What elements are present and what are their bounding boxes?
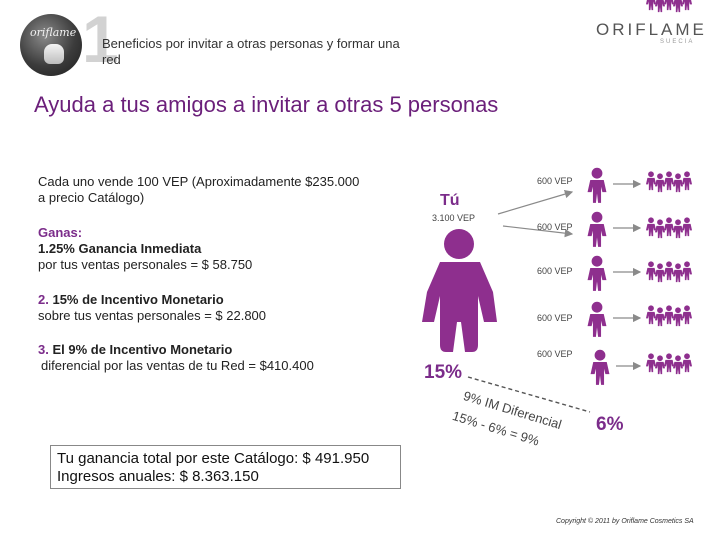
badge-text: oriflame [30, 26, 77, 39]
group-of-five [646, 171, 692, 192]
friend-figure [587, 167, 607, 203]
earnings-item-2: 15% de Incentivo Monetario [52, 292, 224, 307]
earnings-item-2-detail: sobre tus ventas personales = $ 22.800 [38, 308, 267, 323]
headline: Ayuda a tus amigos a invitar a otras 5 p… [34, 92, 499, 117]
intro-text: Cada uno vende 100 VEP (Aproximadamente … [38, 174, 360, 205]
step-number: 1 [82, 2, 119, 76]
you-figure [422, 229, 497, 352]
total-earnings-box: Tu ganancia total por este Catálogo: $ 4… [50, 445, 401, 489]
group-of-five [646, 305, 692, 326]
total-line-1: Tu ganancia total por este Catálogo: $ 4… [57, 450, 370, 467]
earnings-heading: Ganas: [38, 225, 83, 240]
friend-amount-5: 600 VEP [537, 349, 573, 359]
group-of-five [646, 261, 692, 282]
group-of-five [646, 353, 692, 374]
earnings-item-1: 1.25% Ganancia Inmediata [38, 241, 202, 256]
earnings-item-3: El 9% de Incentivo Monetario [52, 342, 233, 357]
earnings-block-2: 2. 15% de Incentivo Monetario sobre tus … [38, 292, 378, 324]
friend-figure [587, 255, 607, 291]
brand-logo: ORIFLAME [596, 20, 707, 39]
total-line-2: Ingresos anuales: $ 8.363.150 [57, 468, 259, 485]
brand-tagline: SUECIA [660, 39, 695, 45]
group-of-five [646, 217, 692, 238]
slide-title: Beneficios por invitar a otras personas … [102, 36, 400, 67]
right-percent: 6% [596, 414, 624, 435]
friend-amount-1: 600 VEP [537, 176, 573, 186]
differential-dashed-line [467, 376, 591, 413]
you-amount: 3.100 VEP [432, 213, 476, 223]
earnings-item-1-detail: por tus ventas personales = $ 58.750 [38, 257, 253, 272]
earnings-item-3-number: 3. [38, 342, 49, 357]
bottle-icon [44, 44, 64, 64]
product-badge-image: oriflame [20, 14, 82, 76]
earnings-item-3-detail: diferencial por las ventas de tu Red = $… [41, 358, 314, 373]
friend-amount-2: 600 VEP [537, 222, 573, 232]
friend-amount-3: 600 VEP [537, 266, 573, 276]
earnings-block-1: Ganas: 1.25% Ganancia Inmediata por tus … [38, 225, 378, 273]
friend-amount-4: 600 VEP [537, 313, 573, 323]
you-label: Tú [440, 192, 460, 209]
earnings-item-2-number: 2. [38, 292, 49, 307]
friend-figure [587, 301, 607, 337]
left-percent: 15% [424, 362, 463, 383]
earnings-block-3: 3. El 9% de Incentivo Monetario diferenc… [38, 342, 378, 374]
copyright-text: Copyright © 2011 by Oriflame Cosmetics S… [556, 518, 694, 525]
friend-figure [587, 211, 607, 247]
friend-figure [590, 349, 610, 385]
